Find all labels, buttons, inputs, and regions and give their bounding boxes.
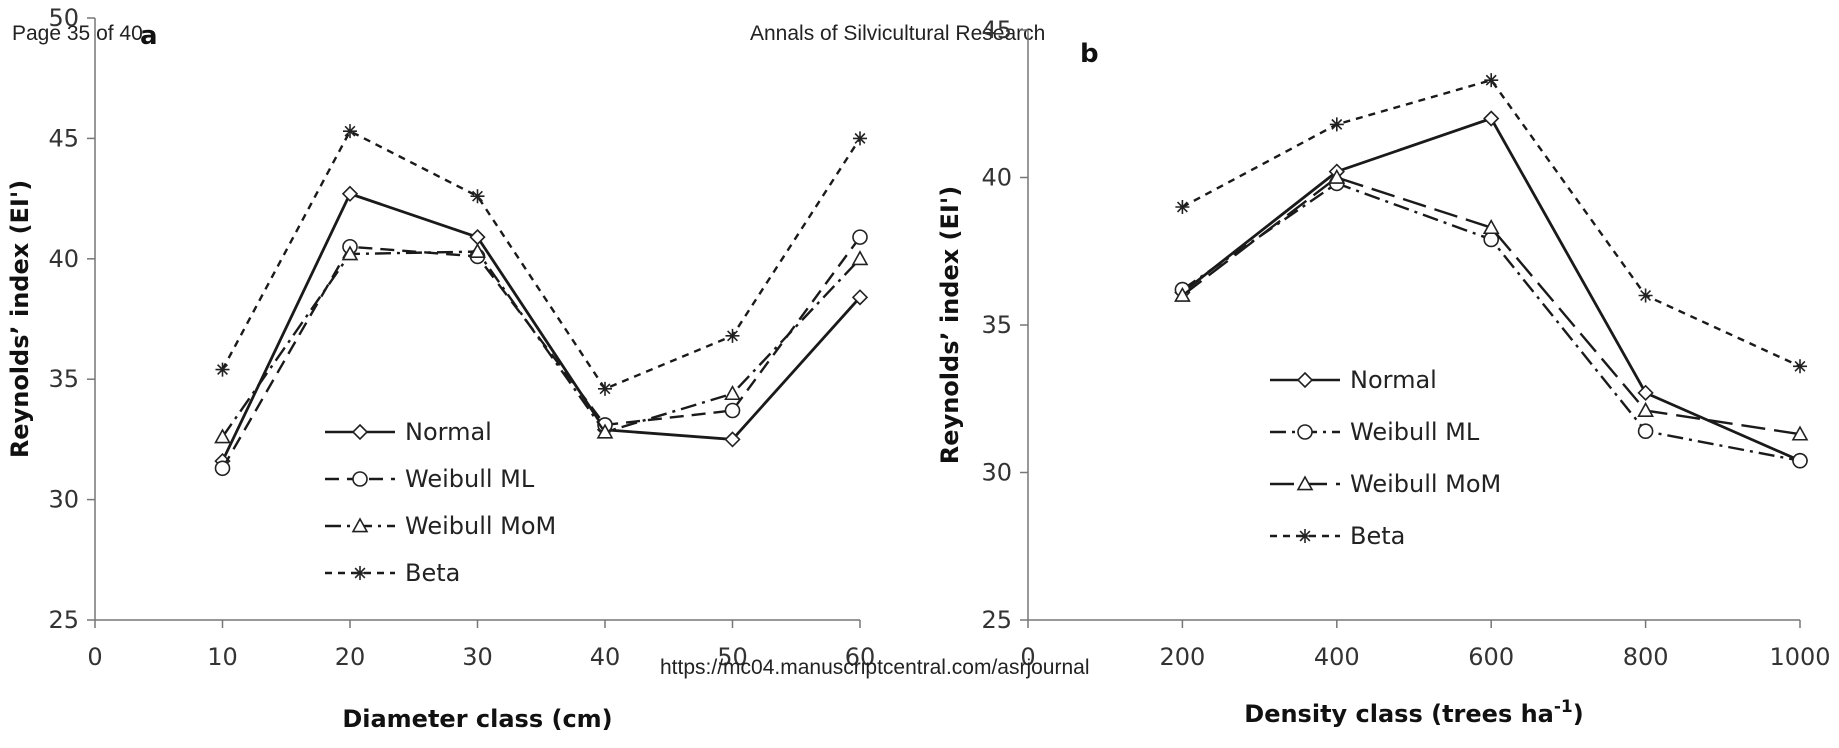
data-point-circle <box>724 402 741 419</box>
legend-label: Beta <box>405 559 460 587</box>
x-tick-label: 20 <box>335 643 366 671</box>
data-point-diamond <box>1637 384 1654 401</box>
data-point-star <box>1793 359 1807 374</box>
legend-label: Normal <box>1350 366 1437 394</box>
y-tick-label: 40 <box>981 164 1012 192</box>
x-axis-title: Diameter class (cm) <box>342 705 612 733</box>
data-point-triangle <box>1328 168 1346 184</box>
data-point-star <box>725 328 740 343</box>
legend-marker-star <box>1298 529 1312 543</box>
data-point-diamond <box>341 185 359 202</box>
legend-marker-triangle <box>351 517 369 533</box>
y-tick-label: 45 <box>48 124 79 152</box>
x-tick-label: 200 <box>1159 643 1205 671</box>
data-point-star <box>1638 288 1653 303</box>
legend-label: Weibull ML <box>405 465 535 493</box>
x-tick-label: 600 <box>1468 643 1514 671</box>
x-tick-label: 1000 <box>1769 643 1830 671</box>
x-tick-label: 400 <box>1314 643 1360 671</box>
page-number: Page 35 of 40 <box>12 22 143 45</box>
footer-url: https://mc04.manuscriptcentral.com/asrjo… <box>660 656 1090 679</box>
y-tick-label: 25 <box>981 606 1012 634</box>
y-axis-title: Reynolds’ index (EI') <box>936 186 964 464</box>
data-point-triangle <box>1637 401 1654 417</box>
legend-marker-star <box>353 566 367 580</box>
legend-marker-circle <box>1297 424 1313 440</box>
y-axis-title: Reynolds’ index (EI') <box>6 180 34 458</box>
y-tick-label: 30 <box>981 459 1012 487</box>
y-tick-label: 45 <box>981 16 1012 44</box>
x-tick-label: 0 <box>1020 643 1035 671</box>
data-point-triangle <box>214 428 231 444</box>
data-point-triangle <box>469 242 486 258</box>
data-point-diamond <box>724 431 741 448</box>
data-point-star <box>1484 73 1499 88</box>
data-point-star <box>1329 117 1344 132</box>
data-point-star <box>343 124 357 139</box>
x-axis-title-end: ) <box>1573 700 1584 728</box>
data-point-star <box>470 189 485 204</box>
y-tick-label: 30 <box>48 486 79 514</box>
data-point-triangle <box>724 385 741 401</box>
x-tick-label: 0 <box>87 643 102 671</box>
data-point-diamond <box>851 289 869 306</box>
panel-label: b <box>1080 39 1099 69</box>
series-normal <box>1174 110 1809 469</box>
x-tick-label: 60 <box>845 643 876 671</box>
x-tick-label: 40 <box>590 643 621 671</box>
chart-panel-b: 0 200 400 600 800 1000 25 30 35 40 45 b Density clas… <box>936 16 1831 728</box>
legend-label: Beta <box>1350 522 1405 550</box>
data-point-triangle <box>1791 425 1809 441</box>
data-point-circle <box>214 460 231 477</box>
chart-panel-a: 0 10 20 30 40 50 60 25 30 35 40 45 50 a Diameter class… <box>6 4 875 733</box>
data-point-star <box>598 381 612 396</box>
data-point-diamond <box>1483 110 1500 127</box>
x-axis-title-superscript: -1 <box>1554 697 1573 717</box>
legend-marker-diamond <box>1296 371 1314 389</box>
x-tick-label: 800 <box>1623 643 1669 671</box>
journal-title: Annals of Silvicultural Research <box>750 22 1046 45</box>
series-line <box>221 192 862 462</box>
data-point-triangle <box>1174 286 1191 302</box>
legend-label: Weibull MoM <box>1350 470 1501 498</box>
legend-label: Weibull MoM <box>405 512 556 540</box>
y-tick-label: 35 <box>981 311 1012 339</box>
y-tick-label: 25 <box>48 606 79 634</box>
x-tick-label: 30 <box>462 643 493 671</box>
data-point-triangle <box>596 423 614 439</box>
legend-label: Normal <box>405 418 492 446</box>
series-line <box>1181 116 1801 462</box>
data-point-star <box>1175 200 1190 214</box>
data-point-circle <box>1637 423 1654 440</box>
series-weibull-mom <box>214 242 869 444</box>
data-point-star <box>853 131 867 146</box>
x-tick-label: 10 <box>207 643 238 671</box>
data-point-triangle <box>1482 219 1500 235</box>
data-point-triangle <box>851 250 869 266</box>
series-line <box>221 236 861 469</box>
data-point-triangle <box>341 245 359 261</box>
data-point-circle <box>1792 452 1808 469</box>
series-beta <box>215 124 867 396</box>
series-weibull-ml <box>214 229 868 477</box>
legend-label: Weibull ML <box>1350 418 1480 446</box>
y-tick-label: 35 <box>48 365 79 393</box>
series-beta <box>1175 73 1807 374</box>
data-point-star <box>215 362 230 377</box>
series-weibull-mom <box>1174 168 1809 441</box>
legend-marker-triangle <box>1296 475 1314 491</box>
series-line <box>221 250 861 438</box>
y-tick-label: 50 <box>48 4 79 32</box>
series-normal <box>214 185 869 470</box>
data-point-circle <box>852 229 868 245</box>
y-tick-label: 40 <box>48 245 79 273</box>
x-axis-title: Density class (trees ha-1) <box>1244 697 1583 728</box>
series-line <box>221 129 862 391</box>
legend-marker-diamond <box>351 423 369 441</box>
panel-label: a <box>140 21 158 51</box>
legend-marker-circle <box>352 471 368 487</box>
series-line <box>1181 176 1801 436</box>
x-tick-label: 50 <box>717 643 748 671</box>
